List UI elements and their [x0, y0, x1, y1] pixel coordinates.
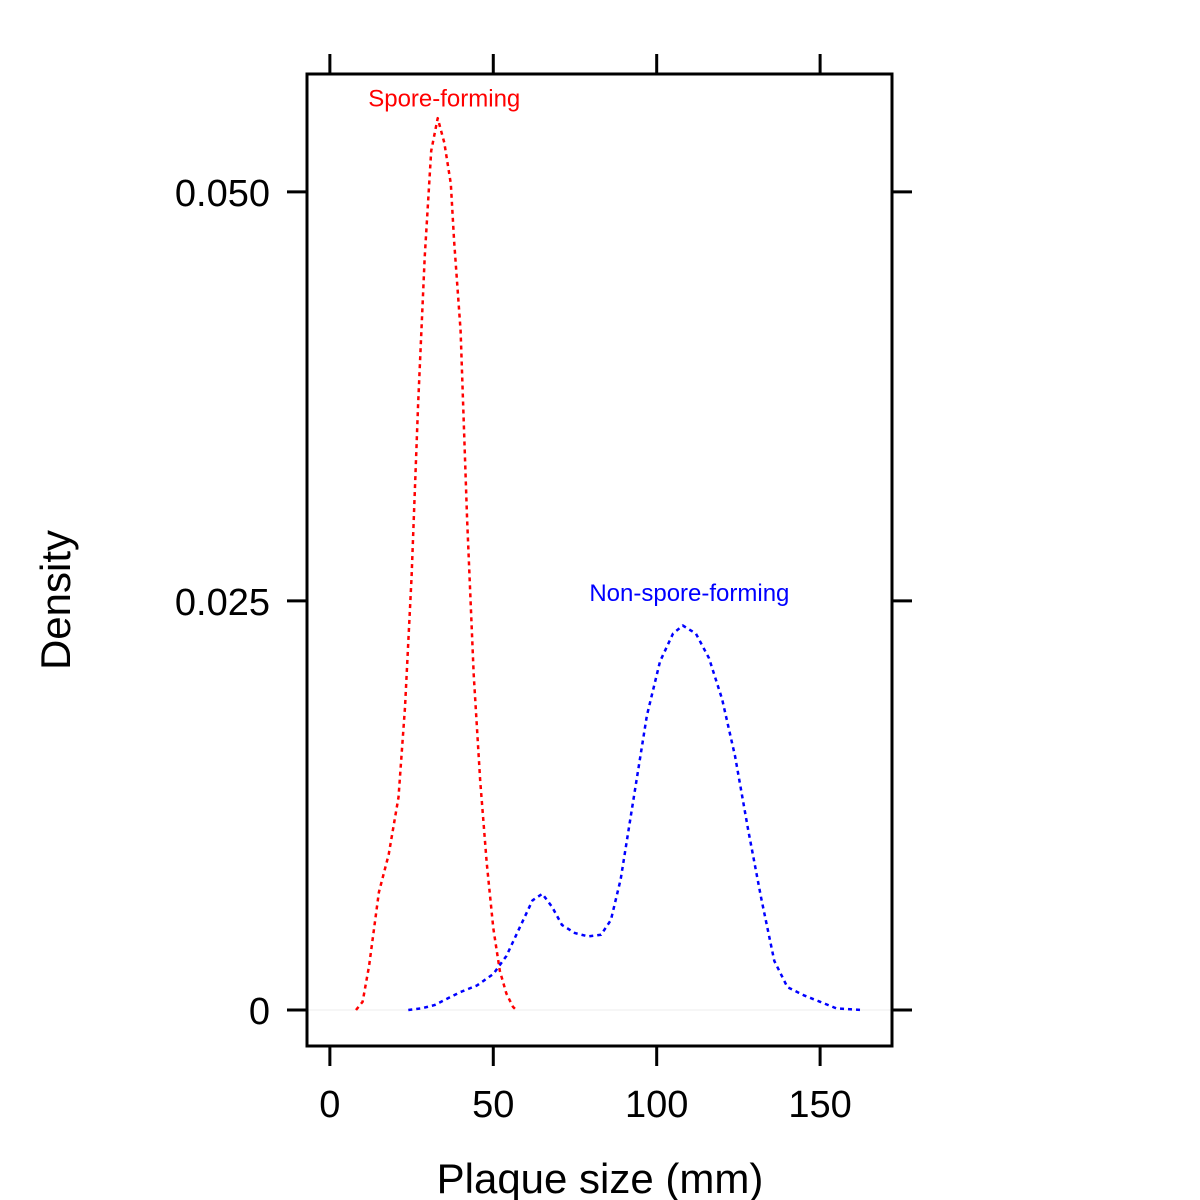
- axis-layer: 0 50 100 150 0 0.025 0.050: [175, 54, 912, 1126]
- x-tick-label: 150: [788, 1084, 851, 1126]
- x-axis-title: Plaque size (mm): [437, 1155, 764, 1200]
- y-tick-label: 0: [249, 991, 270, 1033]
- density-curve-series-1: [355, 116, 518, 1011]
- series-label: Non-spore-forming: [589, 580, 789, 607]
- y-axis-title: Density: [32, 530, 79, 670]
- y-tick-label: 0.025: [175, 582, 270, 624]
- x-tick-label: 0: [319, 1084, 340, 1126]
- y-tick-label: 0.050: [175, 173, 270, 215]
- series-layer: Spore-forming Non-spore-forming: [355, 86, 863, 1012]
- x-tick-label: 100: [625, 1084, 688, 1126]
- x-tick-label: 50: [472, 1084, 514, 1126]
- series-label: Spore-forming: [368, 86, 520, 113]
- plot-area: [307, 74, 892, 1046]
- plot-frame: [305, 72, 894, 1048]
